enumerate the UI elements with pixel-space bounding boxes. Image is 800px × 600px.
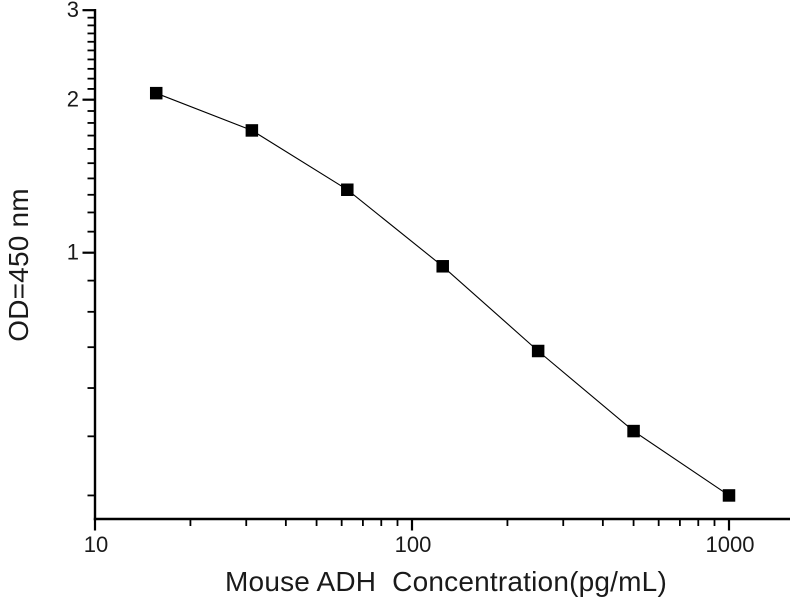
data-point-marker [436,260,449,273]
data-point-marker [722,489,736,502]
x-axis-title: Mouse ADH Concentration(pg/mL) [225,566,667,597]
x-tick-label: 100 [395,532,432,557]
y-tick-label: 2 [67,87,79,112]
y-tick-label: 1 [67,240,79,265]
x-tick-label: 10 [84,532,108,557]
standard-curve-line [156,92,730,496]
y-tick-label: 3 [67,0,79,22]
data-point-marker [149,86,163,100]
x-tick-label: 1000 [706,532,755,557]
y-axis-title: OD=450 nm [3,188,34,342]
data-point-marker [245,124,259,137]
data-point-marker [341,183,354,196]
data-point-marker [531,344,545,358]
data-point-marker [627,424,640,438]
